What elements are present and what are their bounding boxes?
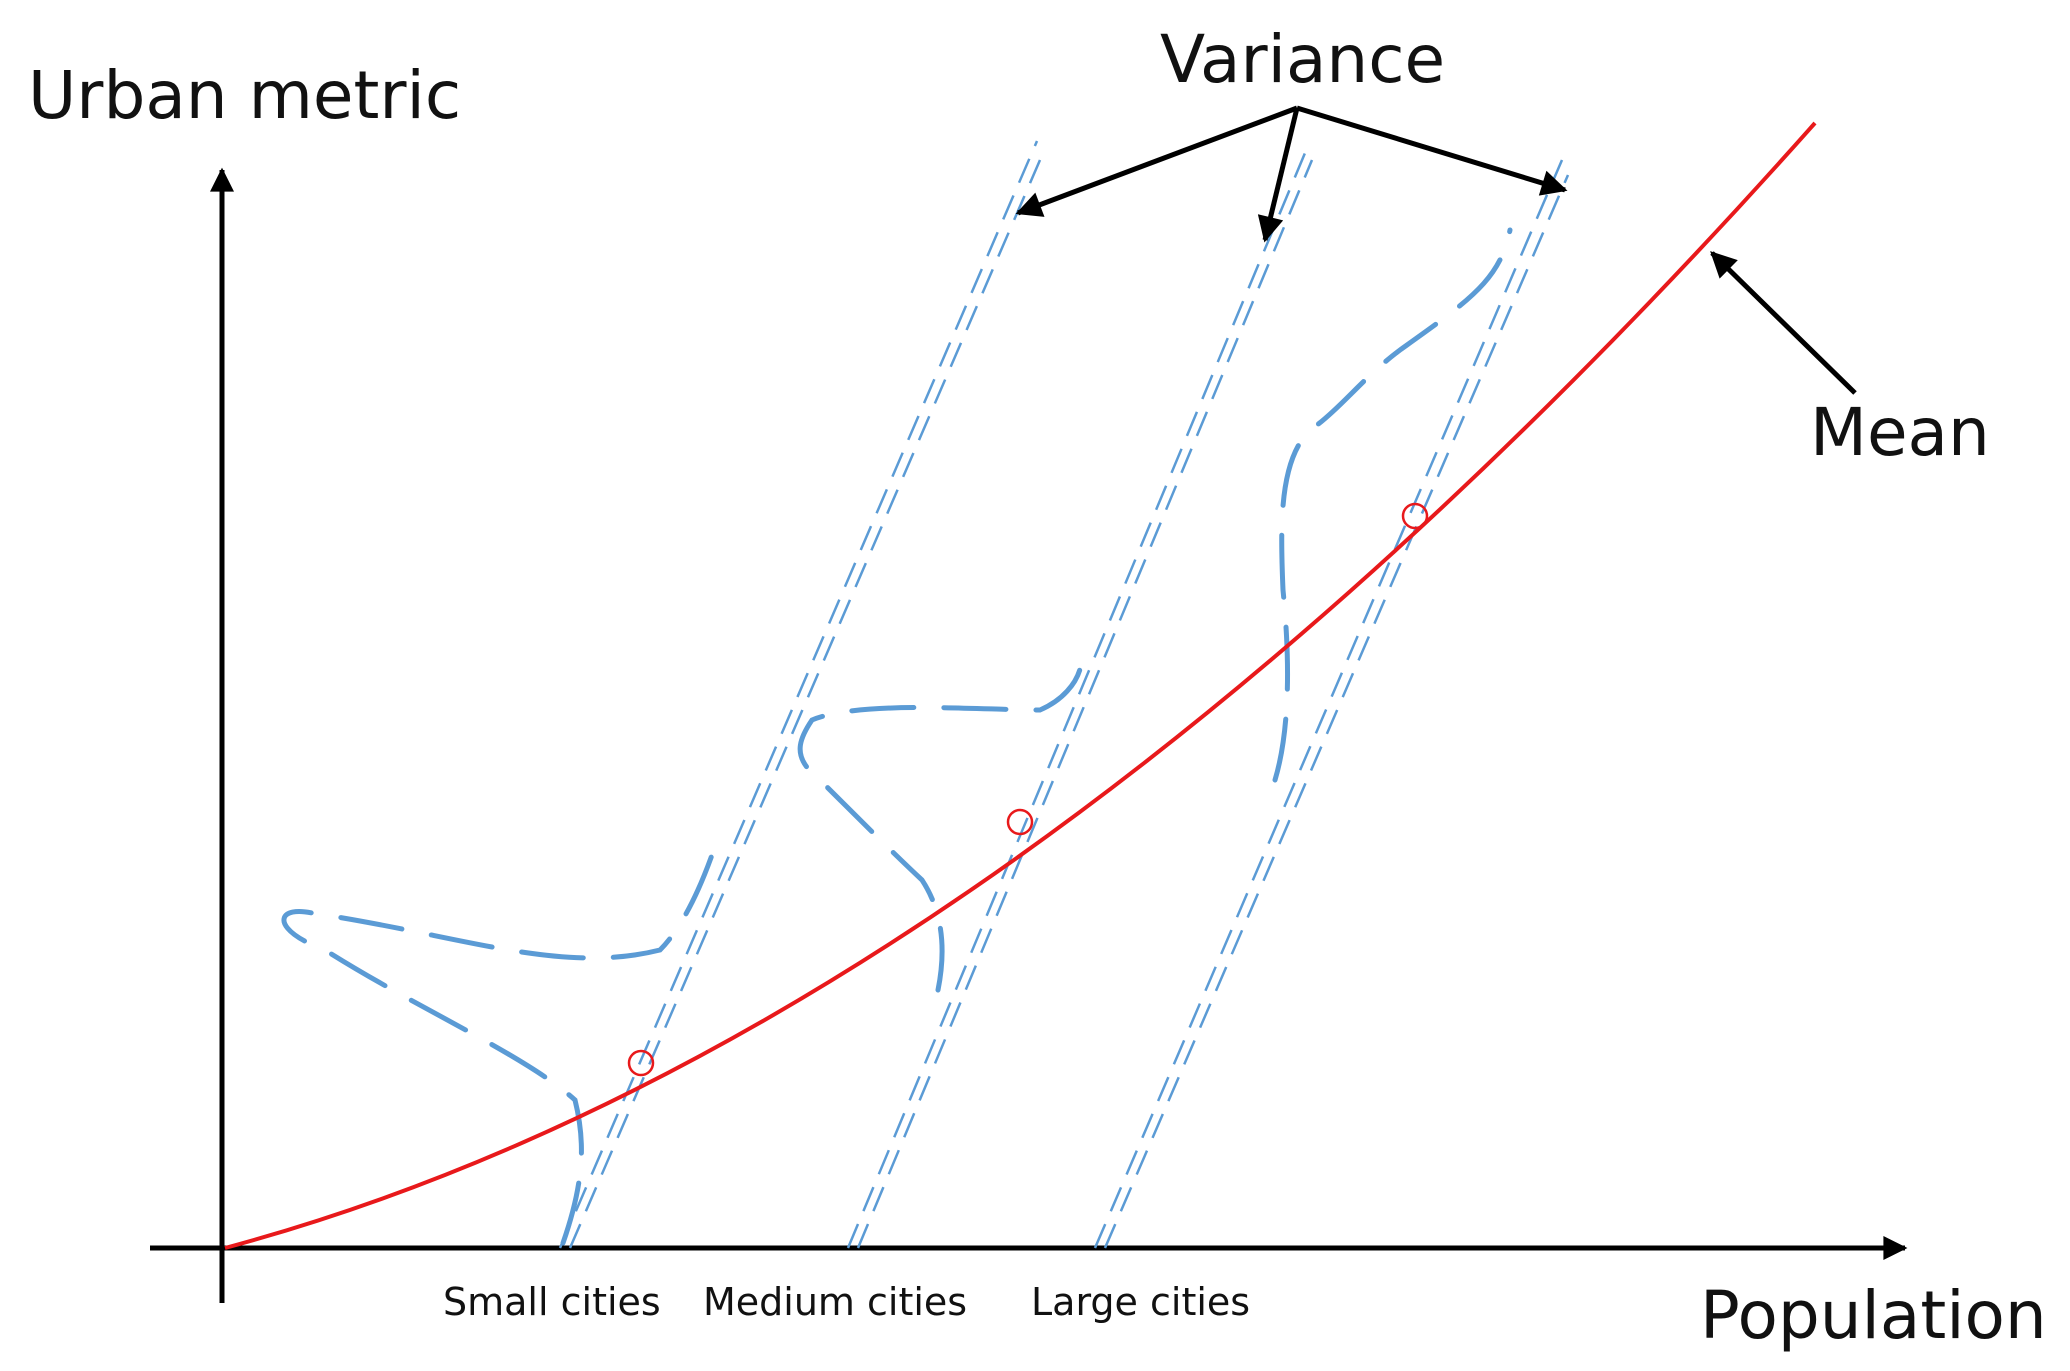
guide-line-small-outer	[558, 140, 1039, 1249]
category-small-cities: Small cities	[443, 1280, 661, 1324]
variance-label: Variance	[1160, 21, 1445, 98]
mean	[224, 121, 1817, 1250]
mean-marker-small-cities	[627, 1049, 655, 1077]
variance-guides	[558, 140, 1570, 1249]
x-axis-label: Population	[1700, 1277, 2047, 1354]
axes	[150, 167, 1908, 1303]
mean-label: Mean	[1810, 394, 1990, 471]
y-axis-label: Urban metric	[28, 57, 461, 134]
distribution-small-cities	[281, 852, 715, 1246]
category-large-cities: Large cities	[1031, 1280, 1250, 1324]
variance-arrow-large	[1296, 105, 1568, 196]
variance-annotation: Variance	[1015, 21, 1568, 243]
guide-line-large-inner	[1103, 174, 1570, 1249]
guide-line-large-outer	[1093, 159, 1564, 1249]
mean-annotation: Mean	[1710, 251, 1990, 471]
variance-arrow-small	[1015, 105, 1298, 217]
mean-marker-large-cities	[1401, 502, 1429, 530]
distribution-medium-cities	[797, 652, 1084, 993]
guide-line-medium-outer	[846, 140, 1312, 1249]
mean-marker-medium-cities	[1006, 808, 1034, 836]
mean-curve	[224, 121, 1817, 1250]
distributions	[281, 227, 1513, 1246]
mean-arrow	[1710, 251, 1857, 395]
distribution-large-cities	[1272, 227, 1513, 783]
guide-line-medium-inner	[856, 159, 1314, 1249]
category-medium-cities: Medium cities	[703, 1280, 967, 1324]
variance-arrow-medium	[1257, 107, 1300, 243]
